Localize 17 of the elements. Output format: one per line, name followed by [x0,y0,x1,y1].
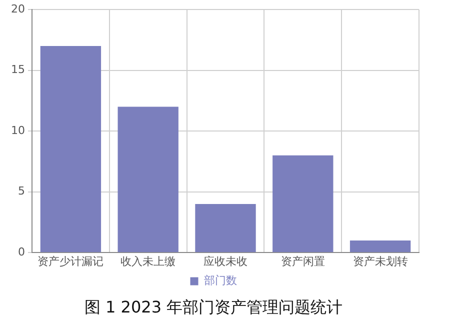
bar [350,240,411,252]
y-tick-label: 10 [10,124,25,137]
x-tick-label: 资产未划转 [352,255,408,268]
legend-label: 部门数 [204,274,237,288]
y-tick-label: 15 [10,63,25,76]
y-tick-label: 20 [10,2,25,16]
x-tick-label: 应收未收 [204,255,248,268]
x-tick-label: 收入未上缴 [120,255,176,268]
bar [40,46,102,252]
text: 图 1 2023 年部门资产管理问题统计 [84,298,343,317]
bar [195,204,256,252]
bar [118,106,178,252]
bar [272,155,334,252]
x-tick-label: 资产闲置 [280,255,325,268]
y-tick-label: 0 [18,245,25,258]
x-tick-label: 资产少计漏记 [38,255,104,268]
y-tick-label: 5 [18,184,25,198]
